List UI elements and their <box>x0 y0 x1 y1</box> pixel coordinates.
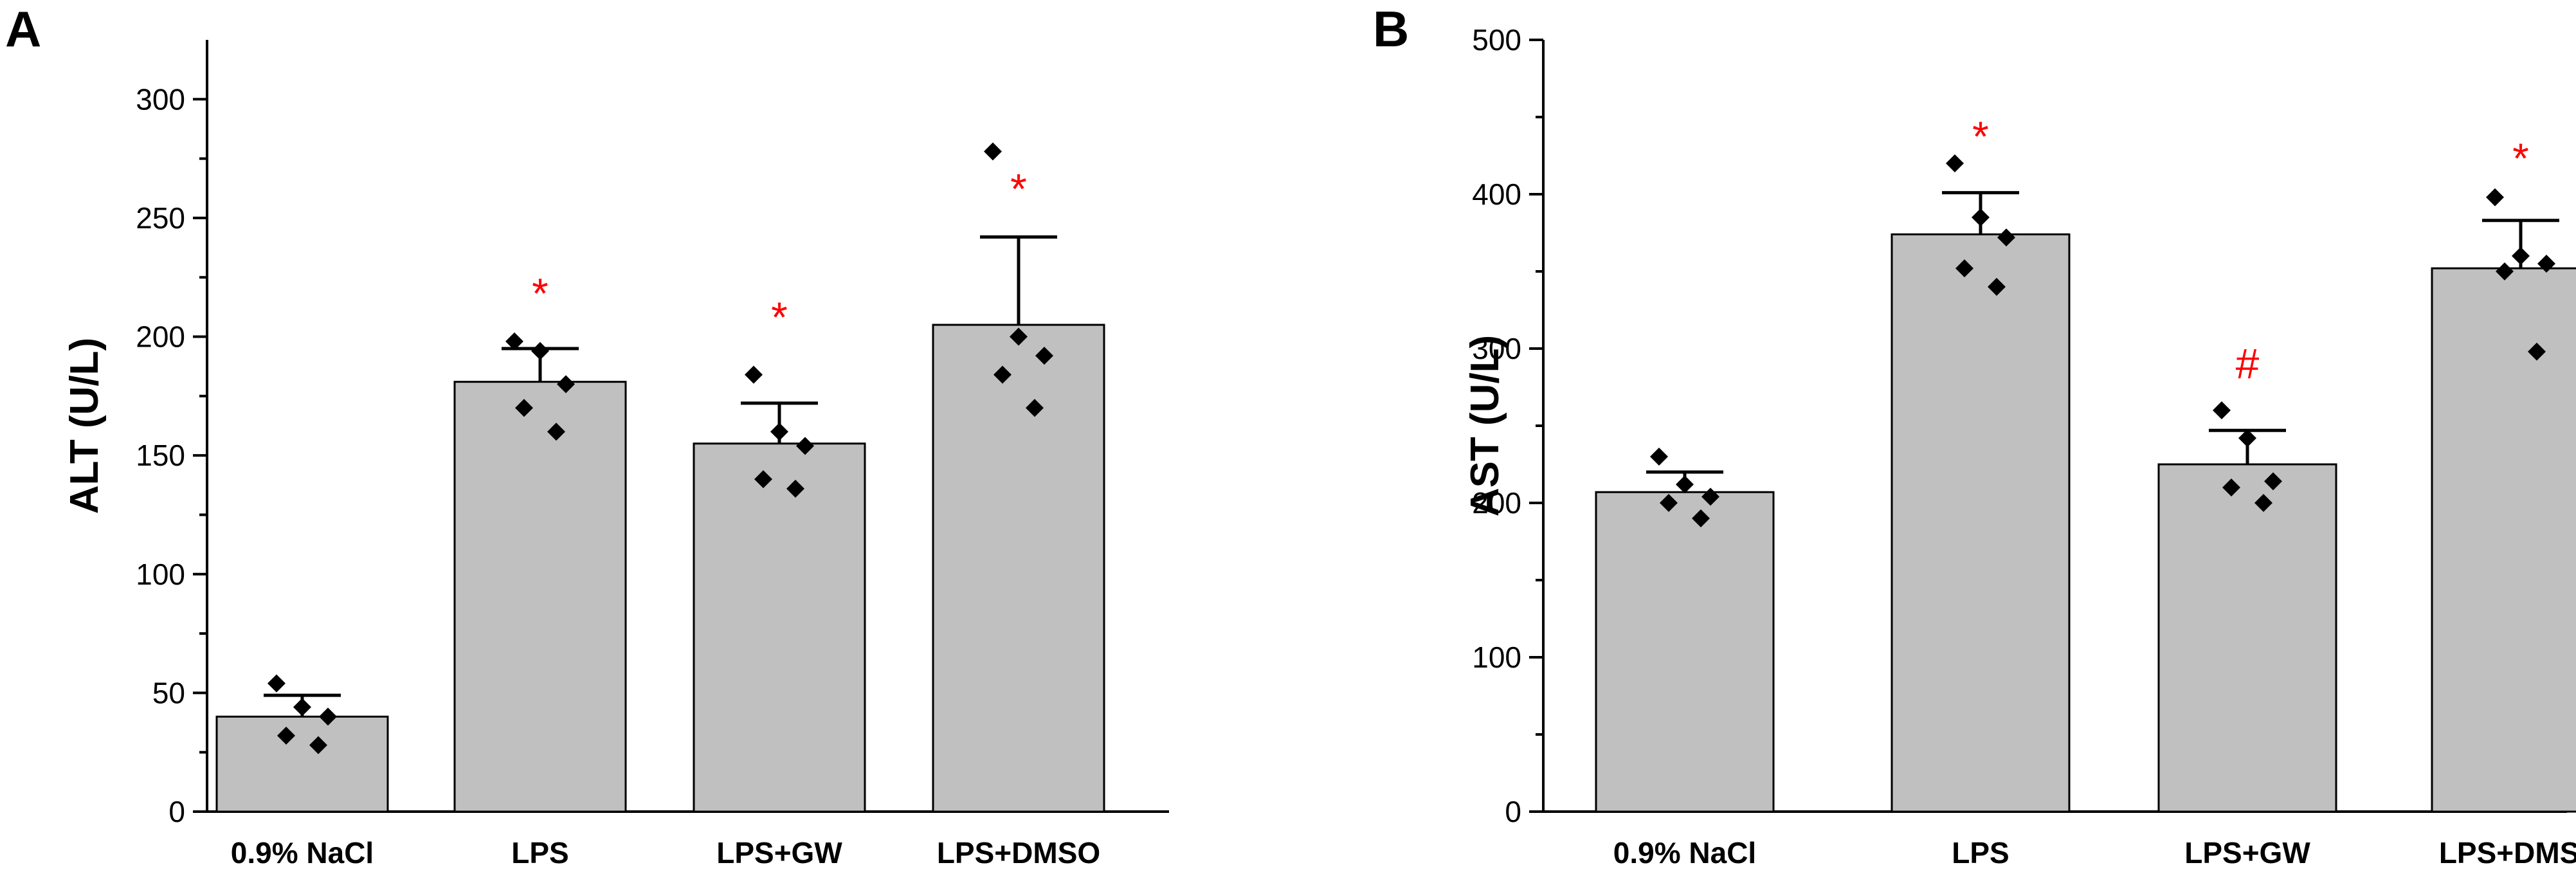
panel-a-bar-3 <box>932 323 1105 813</box>
panel-a-data-point <box>277 726 295 745</box>
panel-b-y-tick-label: 300 <box>1472 332 1521 365</box>
panel-a-bar-2 <box>693 442 866 813</box>
panel-a-data-point <box>1035 347 1053 365</box>
panel-b-data-point <box>1946 154 1964 172</box>
panel-b-data-point <box>2222 478 2240 496</box>
panel-a-category-label-2: LPS+GW <box>716 836 842 869</box>
panel-a-data-point <box>547 423 565 441</box>
panel-b-data-point <box>2264 472 2282 491</box>
panel-b-category-label-2: LPS+GW <box>2184 836 2310 869</box>
panel-a-data-point <box>557 375 575 394</box>
panel-a-data-point <box>745 365 763 384</box>
panel-b-bar-3 <box>2431 267 2576 813</box>
panel-a-significance-mark-2: * <box>771 293 788 341</box>
panel-b-bar-1 <box>1891 233 2071 813</box>
panel-a-y-tick-label: 0 <box>168 795 185 828</box>
panel-b-data-point <box>2486 188 2504 206</box>
panel-a-data-point <box>515 399 533 417</box>
panel-a-y-tick-label: 100 <box>136 558 185 591</box>
panel-a-significance-marks: * * * <box>532 165 1027 341</box>
panel-b-data-point <box>2238 429 2256 448</box>
panel-b-data-point <box>1660 494 1678 512</box>
panel-b-significance-mark-1: * <box>1972 113 1989 160</box>
panel-a-data-point <box>319 707 337 726</box>
panel-a-data-point <box>786 479 804 498</box>
panel-a-category-label-0: 0.9% NaCl <box>231 836 374 869</box>
panel-a-y-tick-label: 150 <box>136 439 185 472</box>
panel-a-category-labels: 0.9% NaCl LPS LPS+GW LPS+DMSO <box>231 836 1100 869</box>
panel-a-bars <box>215 323 1105 813</box>
panel-b-bars <box>1595 233 2576 813</box>
panel-a-data-point <box>268 674 286 693</box>
panel-a-category-label-3: LPS+DMSO <box>937 836 1100 869</box>
panel-b-category-label-3: LPS+DMSO <box>2439 836 2576 869</box>
panel-a-data-point <box>531 341 549 360</box>
panel-a-y-tick-label: 300 <box>136 82 185 116</box>
panel-b-significance-marks: * # * <box>1972 113 2529 387</box>
panel-b-data-point <box>1692 509 1710 527</box>
panel-a-data-point <box>1026 399 1044 417</box>
panel-a-significance-mark-3: * <box>1010 165 1027 213</box>
panel-a-data-point <box>984 142 1002 161</box>
panel-b-y-tick-label: 100 <box>1472 641 1521 674</box>
panel-b-data-point <box>1988 278 2006 296</box>
panel-b-category-label-0: 0.9% NaCl <box>1613 836 1756 869</box>
panel-b-data-point <box>2254 494 2272 512</box>
panel-a-y-tick-label: 250 <box>136 201 185 235</box>
panel-a-y-axis-title: ALT (U/L) <box>62 338 107 514</box>
panel-a-data-point <box>309 736 327 754</box>
panel-b-data-point <box>2496 262 2514 280</box>
panel-a-points <box>268 142 1053 754</box>
panel-b-points <box>1650 154 2555 527</box>
panel-a-bar-0 <box>215 715 389 813</box>
panel-b-data-point <box>1997 228 2015 247</box>
panel-b-significance-mark-2: # <box>2236 340 2260 387</box>
panel-a-data-point <box>293 698 311 716</box>
panel-a-y-ticks: 0 50 100 150 200 250 300 <box>136 82 207 828</box>
panel-b-data-point <box>2213 401 2231 419</box>
panel-a-significance-mark-1: * <box>532 269 549 317</box>
panel-b-data-point <box>1676 475 1694 494</box>
panel-b-category-label-1: LPS <box>1952 836 2009 869</box>
panel-a-data-point <box>1010 327 1028 346</box>
panel-a-y-tick-label: 50 <box>152 676 185 709</box>
panel-b-y-tick-label: 500 <box>1472 23 1521 57</box>
panel-a: A ALT (U/L) 0 50 100 150 200 250 300 0.9% NaCl… <box>5 1 1169 869</box>
panel-b-category-labels: 0.9% NaCl LPS LPS+GW LPS+DMSO <box>1613 836 2576 869</box>
panel-b-data-point <box>2528 342 2546 361</box>
panel-a-data-point <box>505 332 523 351</box>
panel-b-y-ticks: 0 100 200 300 400 500 <box>1472 23 1543 828</box>
panel-b-y-tick-label: 0 <box>1505 795 1521 828</box>
panel-a-data-point <box>754 470 772 489</box>
panel-b-significance-mark-3: * <box>2512 134 2529 182</box>
panel-a-letter: A <box>5 1 41 57</box>
panel-b-data-point <box>2512 247 2530 265</box>
panel-b-data-point <box>1955 259 1973 278</box>
panel-b-error-bars <box>1646 191 2559 493</box>
panel-b-bar-2 <box>2157 463 2337 813</box>
panel-b-bar-0 <box>1595 491 1775 813</box>
panel-a-category-label-1: LPS <box>511 836 568 869</box>
panel-b-y-axis-title: AST (U/L) <box>1463 335 1507 516</box>
panel-b-data-point <box>1650 448 1668 466</box>
panel-a-data-point <box>993 365 1011 384</box>
panel-b-y-tick-label: 400 <box>1472 178 1521 211</box>
panel-a-data-point <box>796 437 814 455</box>
panel-b-data-point <box>2537 255 2555 273</box>
panel-b-letter: B <box>1373 1 1409 57</box>
panel-a-y-tick-label: 200 <box>136 320 185 354</box>
panel-b-y-tick-label: 200 <box>1472 486 1521 520</box>
panel-b: B AST (U/L) 0 100 200 300 400 500 0.9% NaCl LP… <box>1373 1 2576 869</box>
panel-b-data-point <box>1701 487 1719 506</box>
panel-a-bar-1 <box>453 381 627 813</box>
panel-a-data-point <box>770 423 788 441</box>
panel-b-data-point <box>1972 208 1990 226</box>
